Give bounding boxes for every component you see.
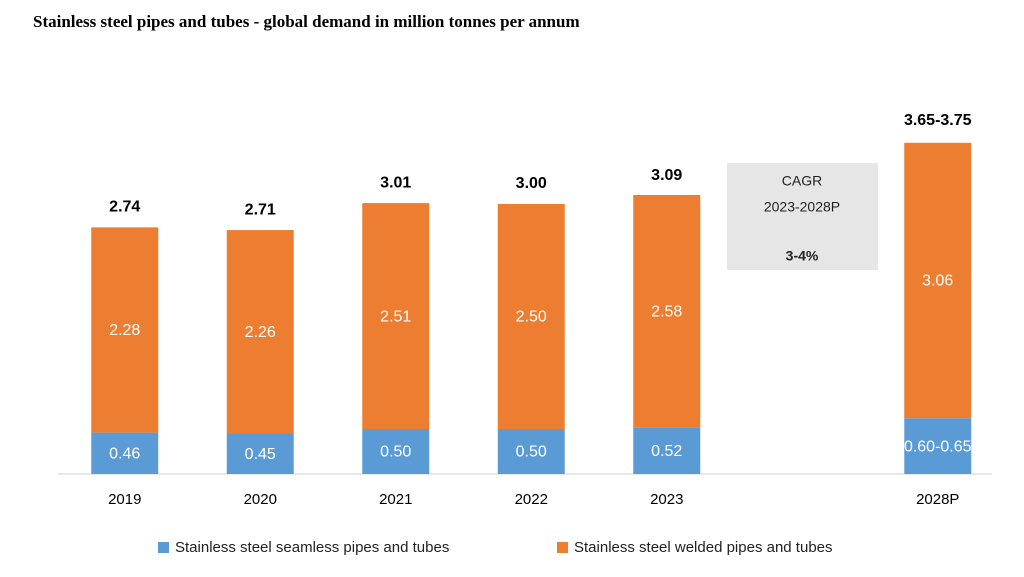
x-tick-label: 2020 (244, 491, 277, 508)
data-label: 2.50 (516, 309, 547, 326)
chart-title: Stainless steel pipes and tubes - global… (33, 12, 580, 31)
x-tick-label: 2028P (916, 491, 959, 508)
legend-swatch (557, 542, 568, 553)
annotation-text: CAGR (782, 173, 822, 189)
total-label: 3.09 (651, 167, 682, 184)
x-tick-label: 2023 (650, 491, 683, 508)
bar-segment (497, 429, 565, 474)
data-label: 2.28 (109, 322, 140, 339)
bar-segment (904, 142, 972, 419)
x-tick-label: 2022 (515, 491, 548, 508)
legend-label: Stainless steel seamless pipes and tubes (175, 539, 449, 556)
total-label: 3.01 (380, 174, 411, 191)
bar-segment (633, 195, 701, 428)
bar-segment (226, 433, 294, 474)
total-label: 2.71 (245, 201, 276, 218)
x-tick-label: 2019 (108, 491, 141, 508)
legend-label: Stainless steel welded pipes and tubes (574, 539, 833, 556)
data-label: 0.60-0.65 (904, 438, 972, 455)
data-label: 2.51 (380, 308, 411, 325)
bar-segment (633, 427, 701, 474)
bar-segment (362, 203, 430, 429)
data-label: 0.50 (380, 444, 411, 461)
bar-segment (362, 429, 430, 474)
total-label: 2.74 (109, 199, 140, 216)
annotation-box (727, 163, 878, 270)
data-label: 2.58 (651, 303, 682, 320)
bar-segment (91, 432, 159, 474)
total-label: 3.00 (516, 175, 547, 192)
legend-swatch (158, 542, 169, 553)
data-label: 0.52 (651, 443, 682, 460)
data-label: 0.50 (516, 444, 547, 461)
bar-segment (226, 230, 294, 434)
data-label: 0.46 (109, 446, 140, 463)
bar-segment (497, 204, 565, 429)
annotation-text: 3-4% (786, 248, 819, 264)
annotation-text: 2023-2028P (764, 199, 840, 215)
data-label: 2.26 (245, 324, 276, 341)
total-label: 3.65-3.75 (904, 112, 972, 129)
bar-segment (91, 227, 159, 433)
data-label: 0.45 (245, 446, 276, 463)
data-label: 3.06 (922, 273, 953, 290)
x-tick-label: 2021 (379, 491, 412, 508)
bar-segment (904, 418, 972, 474)
